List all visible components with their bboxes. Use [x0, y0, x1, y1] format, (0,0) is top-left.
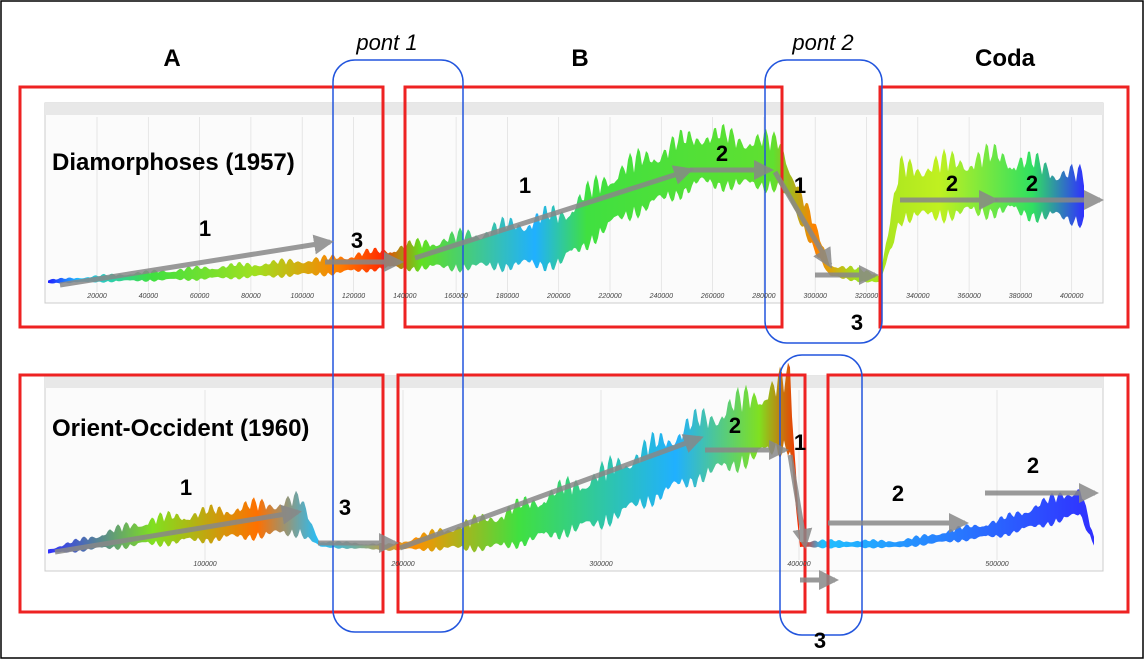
panel-title: Orient-Occident (1960) — [52, 415, 309, 442]
annotation-number: 3 — [851, 310, 863, 335]
annotation-number: 1 — [794, 173, 806, 198]
annotation-number: 2 — [946, 171, 958, 196]
annotation-number: 2 — [1027, 453, 1039, 478]
tick-label: 300000 — [589, 561, 612, 568]
bridge-2-outline — [764, 59, 883, 344]
tick-label: 40000 — [139, 293, 159, 300]
annotation-number: 3 — [814, 628, 826, 653]
panel-title: Diamorphoses (1957) — [52, 149, 295, 176]
waveform — [48, 123, 1084, 284]
box-b — [396, 373, 807, 614]
tick-label: 380000 — [1009, 293, 1032, 300]
annotation-number: 3 — [339, 495, 351, 520]
box-a — [18, 85, 385, 329]
tick-label: 140000 — [393, 293, 416, 300]
box-coda — [878, 85, 1130, 329]
arrows — [54, 160, 1104, 590]
section-label: Coda — [975, 45, 1036, 72]
box-coda — [826, 373, 1130, 614]
tick-label: 100000 — [291, 293, 314, 300]
section-label: A — [163, 45, 180, 72]
tick-label: 320000 — [855, 293, 878, 300]
tick-label: 400000 — [787, 561, 810, 568]
section-label: pont 1 — [355, 30, 417, 55]
tick-label: 200000 — [390, 561, 414, 568]
tick-label: 80000 — [241, 293, 261, 300]
section-label: B — [571, 45, 588, 72]
tick-label: 200000 — [546, 293, 570, 300]
tick-label: 60000 — [190, 293, 210, 300]
annotation-number: 1 — [180, 475, 192, 500]
tab-bar — [45, 376, 1103, 388]
annotation-number: 1 — [199, 216, 211, 241]
tick-label: 260000 — [700, 293, 724, 300]
tick-label: 120000 — [342, 293, 365, 300]
tick-label: 300000 — [804, 293, 827, 300]
tick-label: 180000 — [496, 293, 519, 300]
section-label: pont 2 — [791, 30, 853, 55]
tick-label: 160000 — [444, 293, 467, 300]
tick-label: 100000 — [193, 561, 216, 568]
tick-label: 280000 — [751, 293, 775, 300]
annotation-number: 3 — [351, 228, 363, 253]
annotation-number: 2 — [729, 413, 741, 438]
annotation-number: 2 — [1026, 171, 1038, 196]
tick-label: 400000 — [1060, 293, 1083, 300]
tick-label: 500000 — [985, 561, 1008, 568]
annotation-number: 2 — [892, 481, 904, 506]
bridge-1-outline — [332, 59, 464, 633]
box-a — [18, 373, 385, 614]
tick-label: 360000 — [957, 293, 980, 300]
tick-label: 240000 — [649, 293, 673, 300]
annotation-number: 2 — [716, 141, 728, 166]
bridge-2-outline — [779, 354, 863, 636]
annotation-number: 1 — [519, 173, 531, 198]
tick-label: 220000 — [597, 293, 621, 300]
annotation-number: 1 — [794, 430, 806, 455]
box-b — [403, 85, 784, 329]
tab-bar — [45, 103, 1103, 115]
grid — [96, 117, 1073, 560]
tick-label: 20000 — [86, 293, 107, 300]
tick-label: 340000 — [906, 293, 929, 300]
